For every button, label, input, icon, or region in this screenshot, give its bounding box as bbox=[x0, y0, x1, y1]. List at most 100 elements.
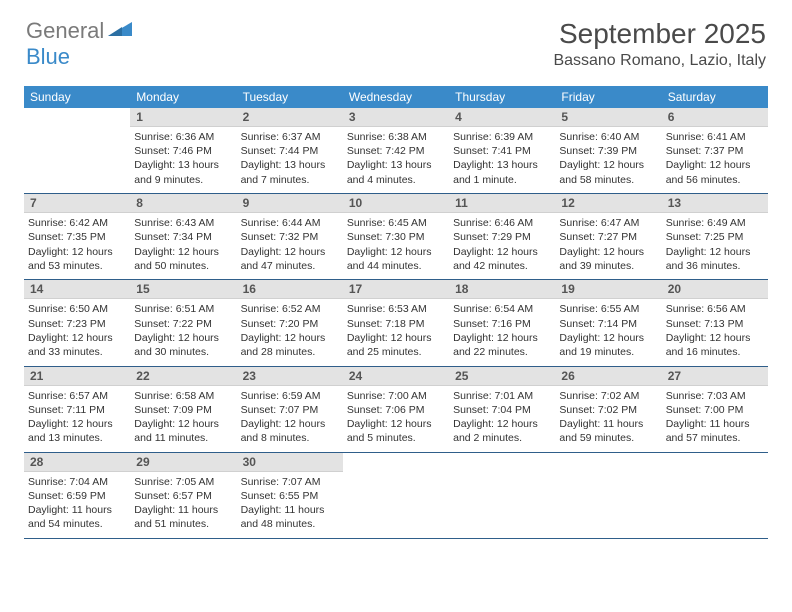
day-number: 25 bbox=[449, 367, 555, 386]
calendar-cell: 4Sunrise: 6:39 AMSunset: 7:41 PMDaylight… bbox=[449, 108, 555, 193]
weekday-header: Thursday bbox=[449, 86, 555, 108]
day-number: 15 bbox=[130, 280, 236, 299]
day-info: Sunrise: 6:53 AMSunset: 7:18 PMDaylight:… bbox=[347, 302, 445, 359]
calendar-cell: 10 Sunrise: 6:45 AMSunset: 7:30 PMDayligh… bbox=[343, 194, 449, 279]
calendar-week: 7 Sunrise: 6:42 AMSunset: 7:35 PMDaylight… bbox=[24, 194, 768, 279]
day-info: Sunrise: 6:46 AMSunset: 7:29 PMDaylight:… bbox=[453, 216, 551, 273]
day-number: 16 bbox=[237, 280, 343, 299]
calendar-cell: 13Sunrise: 6:49 AMSunset: 7:25 PMDayligh… bbox=[662, 194, 768, 279]
calendar-cell: 11 Sunrise: 6:46 AMSunset: 7:29 PMDayligh… bbox=[449, 194, 555, 279]
day-info: Sunrise: 6:45 AMSunset: 7:30 PMDaylight:… bbox=[347, 216, 445, 273]
day-info: Sunrise: 6:54 AMSunset: 7:16 PMDaylight:… bbox=[453, 302, 551, 359]
day-info: Sunrise: 6:52 AMSunset: 7:20 PMDaylight:… bbox=[241, 302, 339, 359]
weekday-header: Sunday bbox=[24, 86, 130, 108]
day-number: 10 bbox=[343, 194, 449, 213]
calendar-cell: 19 Sunrise: 6:55 AMSunset: 7:14 PMDayligh… bbox=[555, 280, 661, 365]
day-number: 3 bbox=[343, 108, 449, 127]
calendar-cell bbox=[449, 452, 555, 537]
calendar-cell: 29 Sunrise: 7:05 AMSunset: 6:57 PMDayligh… bbox=[130, 452, 236, 537]
day-number: 28 bbox=[24, 453, 130, 472]
day-info: Sunrise: 6:43 AMSunset: 7:34 PMDaylight:… bbox=[134, 216, 232, 273]
day-number: 18 bbox=[449, 280, 555, 299]
day-number: 12 bbox=[555, 194, 661, 213]
day-number: 5 bbox=[555, 108, 661, 127]
calendar-cell bbox=[662, 452, 768, 537]
day-number: 11 bbox=[449, 194, 555, 213]
calendar-cell: 5 Sunrise: 6:40 AMSunset: 7:39 PMDaylight… bbox=[555, 108, 661, 193]
day-info: Sunrise: 6:44 AMSunset: 7:32 PMDaylight:… bbox=[241, 216, 339, 273]
day-info: Sunrise: 6:58 AMSunset: 7:09 PMDaylight:… bbox=[134, 389, 232, 446]
calendar-week: 1 Sunrise: 6:36 AMSunset: 7:46 PMDaylight… bbox=[24, 108, 768, 193]
calendar-week: 14 Sunrise: 6:50 AMSunset: 7:23 PMDayligh… bbox=[24, 280, 768, 365]
day-info: Sunrise: 7:05 AMSunset: 6:57 PMDaylight:… bbox=[134, 475, 232, 532]
day-info: Sunrise: 6:36 AMSunset: 7:46 PMDaylight:… bbox=[134, 130, 232, 187]
day-info: Sunrise: 6:55 AMSunset: 7:14 PMDaylight:… bbox=[559, 302, 657, 359]
day-number: 24 bbox=[343, 367, 449, 386]
day-info: Sunrise: 6:41 AMSunset: 7:37 PMDaylight:… bbox=[666, 130, 764, 187]
day-number: 27 bbox=[662, 367, 768, 386]
calendar-cell: 1 Sunrise: 6:36 AMSunset: 7:46 PMDaylight… bbox=[130, 108, 236, 193]
calendar-cell: 21 Sunrise: 6:57 AMSunset: 7:11 PMDayligh… bbox=[24, 366, 130, 451]
weekday-header: Saturday bbox=[662, 86, 768, 108]
day-info: Sunrise: 6:56 AMSunset: 7:13 PMDaylight:… bbox=[666, 302, 764, 359]
calendar-week: 28 Sunrise: 7:04 AMSunset: 6:59 PMDayligh… bbox=[24, 452, 768, 537]
day-number: 29 bbox=[130, 453, 236, 472]
day-number: 2 bbox=[237, 108, 343, 127]
calendar-cell: 14 Sunrise: 6:50 AMSunset: 7:23 PMDayligh… bbox=[24, 280, 130, 365]
day-info: Sunrise: 6:57 AMSunset: 7:11 PMDaylight:… bbox=[28, 389, 126, 446]
day-number: 7 bbox=[24, 194, 130, 213]
day-info: Sunrise: 6:42 AMSunset: 7:35 PMDaylight:… bbox=[28, 216, 126, 273]
weekday-header: Monday bbox=[130, 86, 236, 108]
day-info: Sunrise: 6:39 AMSunset: 7:41 PMDaylight:… bbox=[453, 130, 551, 187]
day-number: 8 bbox=[130, 194, 236, 213]
calendar-week: 21 Sunrise: 6:57 AMSunset: 7:11 PMDayligh… bbox=[24, 366, 768, 451]
calendar-cell: 23 Sunrise: 6:59 AMSunset: 7:07 PMDayligh… bbox=[237, 366, 343, 451]
logo: General bbox=[26, 18, 134, 44]
calendar-cell: 16 Sunrise: 6:52 AMSunset: 7:20 PMDayligh… bbox=[237, 280, 343, 365]
day-number: 1 bbox=[130, 108, 236, 127]
day-info: Sunrise: 7:04 AMSunset: 6:59 PMDaylight:… bbox=[28, 475, 126, 532]
day-info: Sunrise: 6:37 AMSunset: 7:44 PMDaylight:… bbox=[241, 130, 339, 187]
calendar-cell: 9Sunrise: 6:44 AMSunset: 7:32 PMDaylight… bbox=[237, 194, 343, 279]
weekday-header: Friday bbox=[555, 86, 661, 108]
day-info: Sunrise: 7:07 AMSunset: 6:55 PMDaylight:… bbox=[241, 475, 339, 532]
day-number: 20 bbox=[662, 280, 768, 299]
calendar-cell: 12 Sunrise: 6:47 AMSunset: 7:27 PMDayligh… bbox=[555, 194, 661, 279]
calendar-cell: 7 Sunrise: 6:42 AMSunset: 7:35 PMDaylight… bbox=[24, 194, 130, 279]
calendar-cell: 28 Sunrise: 7:04 AMSunset: 6:59 PMDayligh… bbox=[24, 452, 130, 537]
week-separator bbox=[24, 537, 768, 538]
calendar-cell: 2 Sunrise: 6:37 AMSunset: 7:44 PMDaylight… bbox=[237, 108, 343, 193]
day-info: Sunrise: 6:51 AMSunset: 7:22 PMDaylight:… bbox=[134, 302, 232, 359]
weekday-header: Wednesday bbox=[343, 86, 449, 108]
calendar-cell bbox=[555, 452, 661, 537]
day-number: 26 bbox=[555, 367, 661, 386]
calendar-cell bbox=[24, 108, 130, 193]
calendar-body: 1 Sunrise: 6:36 AMSunset: 7:46 PMDaylight… bbox=[24, 108, 768, 538]
calendar-cell: 26Sunrise: 7:02 AMSunset: 7:02 PMDayligh… bbox=[555, 366, 661, 451]
calendar-table: SundayMondayTuesdayWednesdayThursdayFrid… bbox=[24, 86, 768, 539]
calendar-cell: 18 Sunrise: 6:54 AMSunset: 7:16 PMDayligh… bbox=[449, 280, 555, 365]
calendar-cell: 22 Sunrise: 6:58 AMSunset: 7:09 PMDayligh… bbox=[130, 366, 236, 451]
calendar-cell: 24 Sunrise: 7:00 AMSunset: 7:06 PMDayligh… bbox=[343, 366, 449, 451]
day-info: Sunrise: 7:03 AMSunset: 7:00 PMDaylight:… bbox=[666, 389, 764, 446]
day-info: Sunrise: 6:59 AMSunset: 7:07 PMDaylight:… bbox=[241, 389, 339, 446]
day-info: Sunrise: 6:40 AMSunset: 7:39 PMDaylight:… bbox=[559, 130, 657, 187]
day-info: Sunrise: 7:00 AMSunset: 7:06 PMDaylight:… bbox=[347, 389, 445, 446]
day-number: 23 bbox=[237, 367, 343, 386]
calendar-header: SundayMondayTuesdayWednesdayThursdayFrid… bbox=[24, 86, 768, 108]
calendar-cell: 30 Sunrise: 7:07 AMSunset: 6:55 PMDayligh… bbox=[237, 452, 343, 537]
day-number: 17 bbox=[343, 280, 449, 299]
calendar-cell: 25Sunrise: 7:01 AMSunset: 7:04 PMDayligh… bbox=[449, 366, 555, 451]
calendar-cell: 17 Sunrise: 6:53 AMSunset: 7:18 PMDayligh… bbox=[343, 280, 449, 365]
day-info: Sunrise: 6:49 AMSunset: 7:25 PMDaylight:… bbox=[666, 216, 764, 273]
day-info: Sunrise: 6:47 AMSunset: 7:27 PMDaylight:… bbox=[559, 216, 657, 273]
day-number: 30 bbox=[237, 453, 343, 472]
weekday-header: Tuesday bbox=[237, 86, 343, 108]
day-info: Sunrise: 6:50 AMSunset: 7:23 PMDaylight:… bbox=[28, 302, 126, 359]
day-number: 22 bbox=[130, 367, 236, 386]
day-number: 21 bbox=[24, 367, 130, 386]
day-number: 14 bbox=[24, 280, 130, 299]
calendar-cell: 20 Sunrise: 6:56 AMSunset: 7:13 PMDayligh… bbox=[662, 280, 768, 365]
day-number: 19 bbox=[555, 280, 661, 299]
calendar-cell: 8 Sunrise: 6:43 AMSunset: 7:34 PMDaylight… bbox=[130, 194, 236, 279]
